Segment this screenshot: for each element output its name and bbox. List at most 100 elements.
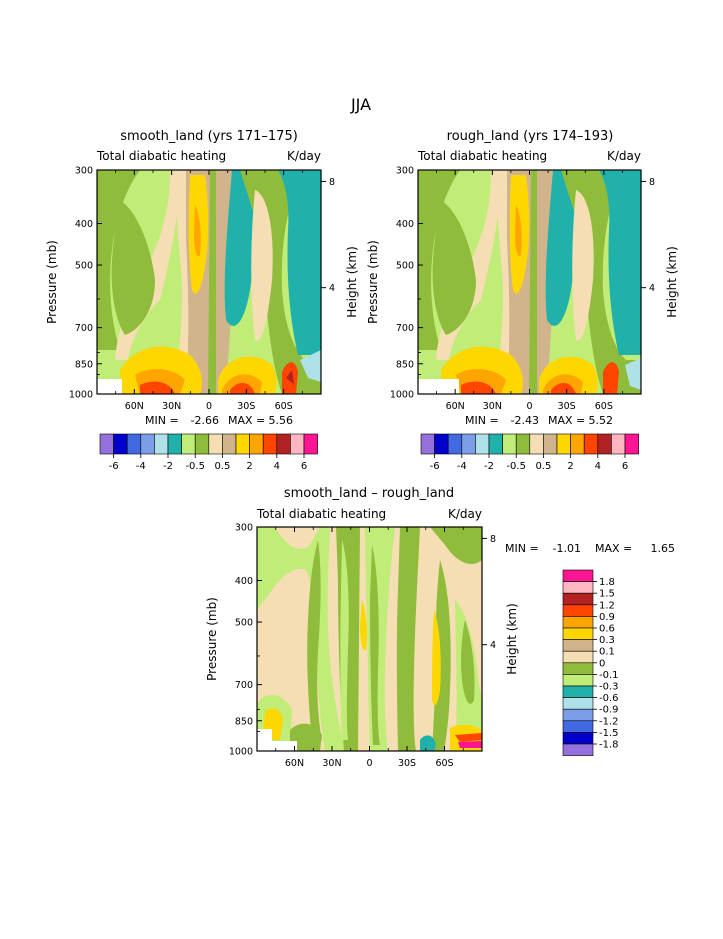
colorbar-horizontal: -6 -4 -2 -0.5 0.5 2 4 6 [99,433,318,472]
stat-min-label: MIN = [465,414,499,427]
colorbar-swatch [556,433,571,455]
stat-min-label: MIN = [505,542,539,555]
x-tick-label: 60S [275,401,293,412]
y-tick-label: 850 [396,359,414,370]
colorbar-label: 1.8 [599,577,615,588]
heatmap-field [418,170,641,394]
y2-tick-label: 8 [649,177,655,188]
panel-stats: MIN = -1.01 MAX = 1.65 [505,542,675,555]
panel-left-label: Total diabatic heating [256,507,386,521]
y-axis-label: Pressure (mb) [366,240,380,324]
y-tick-label: 300 [396,166,414,177]
colorbar-swatch [562,581,594,594]
stat-max-value: 5.52 [589,414,614,427]
y-tick-label: 300 [75,166,93,177]
panel-stats: MIN = -2.43 MAX = 5.52 [465,414,613,427]
colorbar-swatch [488,433,503,455]
colorbar-swatch [562,674,594,687]
panel-units-label: K/day [607,149,641,163]
panel-title: smooth_land (yrs 171–175) [120,129,298,144]
colorbar-swatch [420,433,435,455]
colorbar-swatch [562,639,594,652]
x-tick-label: 30S [237,401,255,412]
y-tick-label: 500 [75,261,93,272]
colorbar-swatch [290,433,305,455]
stat-max-value: 1.65 [651,542,676,555]
y-tick-label: 500 [396,261,414,272]
x-tick-label: 0 [366,758,372,769]
x-tick-label: 30N [322,758,341,769]
colorbar-swatch [99,433,114,455]
y-tick-label: 400 [235,576,253,587]
colorbar-swatch [597,433,612,455]
panel-title: rough_land (yrs 174–193) [447,129,614,144]
x-tick-label: 30N [162,401,181,412]
colorbar-label: 2 [567,461,573,472]
axis-ticks: 300 400 500 700 850 1000 8 4 60N 30N 0 30S 60S [69,166,335,413]
axis-ticks: 300 400 500 700 850 1000 8 4 60N 30N 0 30S 60S [390,166,655,413]
colorbar-swatch [515,433,531,455]
colorbar-swatch [475,433,490,455]
colorbar-label: 0.5 [535,461,551,472]
y2-axis-label: Height (km) [505,603,519,674]
colorbar-swatch [624,433,639,455]
colorbar-label: 4 [595,461,601,472]
stat-max-label: MAX = [228,414,265,427]
colorbar-swatch [303,433,318,455]
colorbar-label: -1.8 [599,740,619,751]
colorbar-swatch [249,433,264,455]
colorbar-swatch [262,433,278,455]
x-tick-label: 30N [483,401,502,412]
colorbar-swatch [434,433,449,455]
panel-stats: MIN = -2.66 MAX = 5.56 [145,414,293,427]
axis-ticks: 300 400 500 700 850 1000 8 4 60N 30N 0 30S 60S [229,523,496,770]
y-tick-label: 700 [396,323,414,334]
panel-left-label: Total diabatic heating [417,149,547,163]
x-tick-label: 60S [595,401,613,412]
y2-tick-label: 4 [490,640,496,651]
colorbar-label: -0.1 [599,670,619,681]
colorbar-swatch [611,433,626,455]
x-tick-label: 30S [558,401,576,412]
y-tick-label: 850 [75,359,93,370]
colorbar-label: 0.9 [599,612,615,623]
y-tick-label: 1000 [390,390,414,401]
colorbar-label: -2 [484,461,494,472]
heatmap-field [257,527,482,751]
stat-min-value: -2.43 [511,414,539,427]
colorbar-label: -6 [430,461,440,472]
colorbar-swatch [181,433,196,455]
y-tick-label: 1000 [229,747,253,758]
colorbar-swatch [570,433,585,455]
panel-units-label: K/day [287,149,321,163]
x-tick-label: 0 [206,401,212,412]
stat-min-label: MIN = [145,414,179,427]
colorbar-label: -2 [163,461,173,472]
colorbar-swatch [126,433,142,455]
panel-diff: smooth_land – rough_land Total diabatic … [205,486,675,769]
y-tick-label: 700 [75,323,93,334]
colorbar-label: 1.2 [599,600,615,611]
y2-tick-label: 4 [649,283,655,294]
colorbar-swatch [194,433,210,455]
colorbar-label: -0.6 [599,693,619,704]
colorbar-label: -1.2 [599,716,619,727]
y-tick-label: 400 [75,219,93,230]
x-tick-label: 60N [285,758,304,769]
panel-rough: rough_land (yrs 174–193) Total diabatic … [366,129,679,472]
colorbar-swatch [154,433,169,455]
colorbar-label: -6 [109,461,119,472]
panel-title: smooth_land – rough_land [284,486,454,501]
panel-smooth: smooth_land (yrs 171–175) Total diabatic… [45,129,359,472]
colorbar-label: 0.1 [599,647,615,658]
colorbar-swatch [562,697,594,710]
colorbar-label: -0.3 [599,682,619,693]
x-tick-label: 30S [398,758,416,769]
colorbar-swatch [562,662,594,675]
y-tick-label: 400 [396,219,414,230]
colorbar-swatch [167,433,182,455]
colorbar-swatch [113,433,128,455]
stat-min-value: -1.01 [553,542,581,555]
colorbar-label: 0.6 [599,624,615,635]
colorbar-label: 6 [301,461,307,472]
